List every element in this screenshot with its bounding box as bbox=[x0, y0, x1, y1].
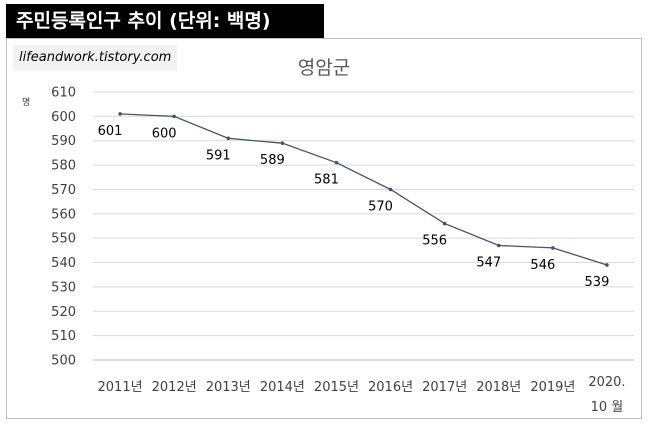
y-tick-label: 610 bbox=[51, 86, 76, 101]
y-tick-label: 520 bbox=[51, 305, 76, 320]
x-tick-label: 10 월 bbox=[591, 400, 624, 415]
y-tick-label: 600 bbox=[51, 110, 76, 125]
y-tick-label: 590 bbox=[51, 134, 76, 149]
y-tick-label: 580 bbox=[51, 159, 76, 174]
data-label: 601 bbox=[98, 124, 123, 139]
x-tick-label: 2013년 bbox=[206, 380, 251, 395]
x-tick-label: 2014년 bbox=[260, 380, 305, 395]
x-tick-label: 2017년 bbox=[422, 380, 467, 395]
y-tick-label: 530 bbox=[51, 280, 76, 295]
data-label: 556 bbox=[422, 234, 447, 249]
data-point bbox=[226, 136, 231, 141]
x-tick-label: 2016년 bbox=[368, 380, 413, 395]
y-tick-label: 500 bbox=[51, 354, 76, 369]
y-tick-label: 510 bbox=[51, 329, 76, 344]
data-point bbox=[496, 243, 501, 248]
x-tick-label: 2020. bbox=[588, 375, 625, 390]
x-tick-label: 2018년 bbox=[476, 380, 521, 395]
unit-label: 명 bbox=[22, 98, 31, 108]
header-title: 주민등록인구 추이 (단위: 백명) bbox=[6, 4, 324, 38]
source-label: lifeandwork.tistory.com bbox=[13, 45, 177, 71]
data-point bbox=[551, 246, 555, 250]
x-tick-label: 2019년 bbox=[530, 380, 575, 395]
data-label: 600 bbox=[152, 126, 177, 141]
chart-title: 영암군 bbox=[297, 57, 351, 79]
chart-frame bbox=[6, 38, 642, 419]
data-label: 546 bbox=[530, 258, 555, 273]
data-label: 589 bbox=[260, 153, 285, 168]
data-label: 570 bbox=[368, 199, 393, 214]
data-label: 539 bbox=[585, 275, 610, 290]
series-line bbox=[119, 113, 608, 266]
y-tick-label: 550 bbox=[51, 232, 76, 247]
data-label: 591 bbox=[206, 148, 231, 163]
data-point bbox=[334, 160, 339, 165]
data-point bbox=[442, 221, 447, 226]
y-tick-label: 540 bbox=[51, 256, 76, 271]
data-point bbox=[388, 187, 393, 192]
x-tick-label: 2011년 bbox=[98, 380, 143, 395]
data-label: 581 bbox=[314, 173, 339, 188]
x-tick-label: 2015년 bbox=[314, 380, 359, 395]
data-label: 547 bbox=[476, 255, 501, 270]
data-point bbox=[280, 141, 285, 145]
data-point bbox=[118, 112, 122, 116]
x-tick-label: 2012년 bbox=[152, 380, 197, 395]
data-point bbox=[172, 114, 176, 119]
y-tick-label: 560 bbox=[51, 207, 76, 222]
y-tick-label: 570 bbox=[51, 183, 76, 198]
data-point bbox=[605, 263, 609, 267]
